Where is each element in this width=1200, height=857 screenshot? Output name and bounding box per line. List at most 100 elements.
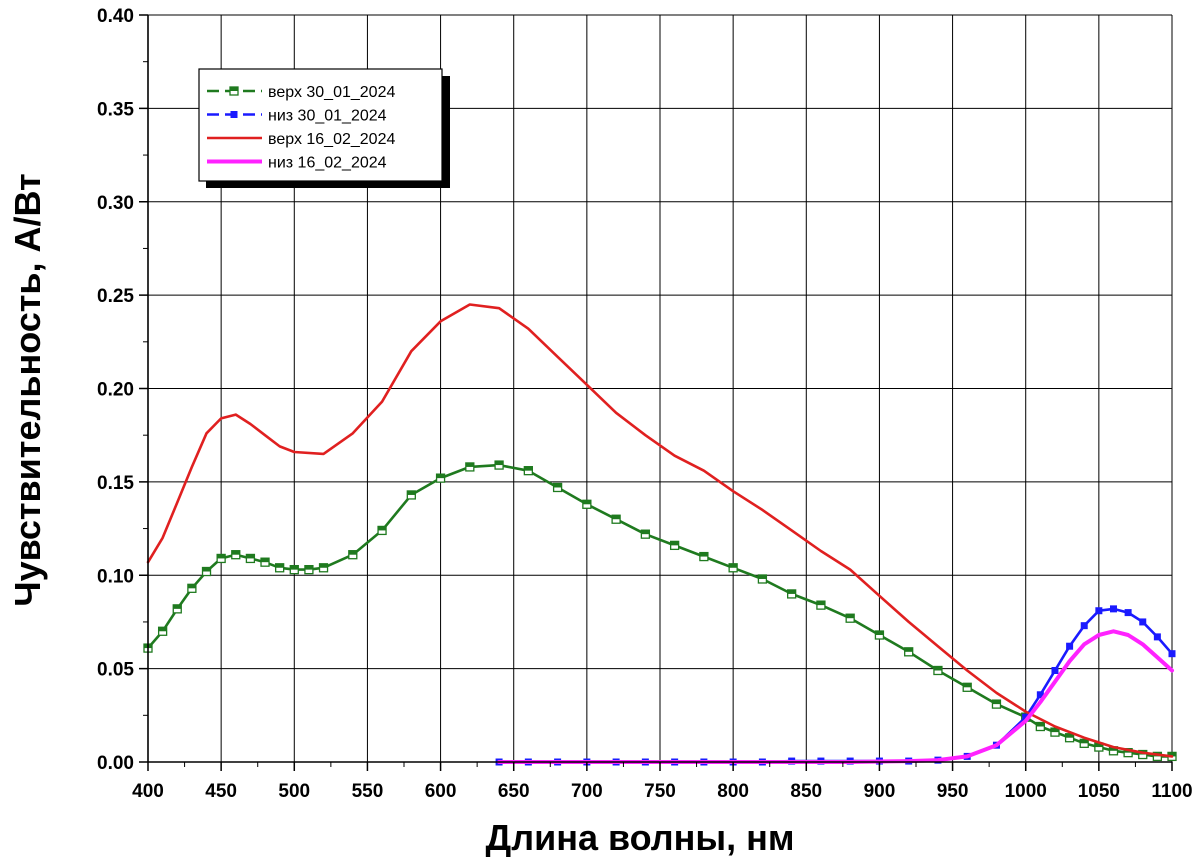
data-point-marker-fill xyxy=(816,601,825,606)
data-point-marker-fill xyxy=(261,558,270,563)
data-point-marker xyxy=(1168,650,1176,658)
x-tick-label: 850 xyxy=(790,781,822,802)
data-point-marker xyxy=(1036,691,1044,699)
data-point-marker-fill xyxy=(612,515,621,520)
data-point-marker-fill xyxy=(187,584,196,589)
legend-entry-4: низ 16_02_2024 xyxy=(207,155,387,172)
data-point-marker-fill xyxy=(553,483,562,488)
data-point-marker-fill xyxy=(758,574,767,579)
x-tick-label: 500 xyxy=(278,781,310,802)
x-tick-label: 1100 xyxy=(1151,781,1192,802)
data-point-marker-fill xyxy=(670,541,679,546)
data-point-marker-fill xyxy=(1094,743,1103,748)
data-point-marker-fill xyxy=(1050,728,1059,733)
data-point-marker-fill xyxy=(378,526,387,531)
data-point-marker xyxy=(1095,607,1103,615)
data-point-marker xyxy=(1066,642,1074,650)
x-tick-label: 450 xyxy=(205,781,237,802)
series-line xyxy=(497,629,1174,764)
x-tick-label: 650 xyxy=(498,781,530,802)
data-point-marker-fill xyxy=(904,647,913,652)
legend-swatch-marker xyxy=(230,111,238,118)
x-tick-label: 550 xyxy=(352,781,384,802)
data-point-marker xyxy=(1051,666,1059,674)
y-tick-label: 0.20 xyxy=(97,380,134,401)
data-point-marker-fill xyxy=(290,565,299,570)
legend-entry-1: верх 30_01_2024 xyxy=(207,84,395,101)
data-point-marker-fill xyxy=(699,552,708,557)
data-point-marker-fill xyxy=(582,500,591,505)
data-point-marker xyxy=(1124,609,1132,617)
data-point-marker-fill xyxy=(1036,722,1045,727)
x-tick-label: 800 xyxy=(717,781,749,802)
x-tick-label: 900 xyxy=(864,781,896,802)
x-axis-title: Длина волны, нм xyxy=(486,817,795,857)
x-tick-label: 700 xyxy=(571,781,603,802)
data-point-marker-fill xyxy=(729,563,738,568)
data-point-marker xyxy=(1109,605,1117,613)
data-point-marker-fill xyxy=(846,614,855,619)
series-group-4 xyxy=(497,629,1174,764)
data-point-marker-fill xyxy=(158,627,167,632)
data-point-marker xyxy=(1022,713,1030,721)
data-point-marker-fill xyxy=(1109,746,1118,751)
legend-label: верх 30_01_2024 xyxy=(268,84,395,101)
data-point-marker-fill xyxy=(173,604,182,609)
data-point-marker xyxy=(1080,622,1088,630)
data-point-marker xyxy=(1153,633,1161,641)
data-point-marker-fill xyxy=(1168,752,1176,757)
x-tick-label: 1000 xyxy=(1005,781,1047,802)
data-point-marker-fill xyxy=(465,462,474,467)
legend-entries: верх 30_01_2024 низ 30_01_2024 верх 16_02_… xyxy=(207,84,395,172)
y-tick-label: 0.05 xyxy=(97,660,134,681)
y-tick-label: 0.35 xyxy=(97,99,134,120)
legend-label: низ 16_02_2024 xyxy=(268,155,387,172)
legend-swatch-marker-fill xyxy=(230,87,238,91)
legend: верх 30_01_2024 низ 30_01_2024 верх 16_02_… xyxy=(198,68,450,188)
y-tick-label: 0.30 xyxy=(97,193,134,214)
data-point-marker-fill xyxy=(641,530,650,535)
data-point-marker-fill xyxy=(1065,733,1074,738)
grid xyxy=(147,14,1173,763)
x-tick-label: 950 xyxy=(937,781,969,802)
data-point-marker-fill xyxy=(202,567,211,572)
x-tick-label: 400 xyxy=(132,781,164,802)
y-tick-label: 0.00 xyxy=(97,753,134,774)
legend-label: верх 16_02_2024 xyxy=(268,131,395,148)
data-point-marker-fill xyxy=(787,589,796,594)
data-point-marker xyxy=(1139,618,1147,626)
legend-entry-2: низ 30_01_2024 xyxy=(207,108,387,125)
data-point-marker-fill xyxy=(407,490,416,495)
data-point-marker-fill xyxy=(231,550,240,555)
data-point-marker-fill xyxy=(933,666,942,671)
x-tick-label: 1050 xyxy=(1078,781,1120,802)
y-axis-title: Чувствительность, А/Вт xyxy=(7,173,48,606)
data-point-marker-fill xyxy=(217,554,226,559)
series-group-3 xyxy=(146,303,1174,758)
y-tick-label: 0.40 xyxy=(97,6,134,27)
axes xyxy=(139,14,1173,771)
data-point-marker-fill xyxy=(495,461,504,466)
x-tick-label: 600 xyxy=(425,781,457,802)
y-tick-label: 0.25 xyxy=(97,286,134,307)
data-point-marker-fill xyxy=(304,565,313,570)
data-point-marker-fill xyxy=(963,683,972,688)
data-point-marker-fill xyxy=(1080,739,1089,744)
data-point-marker-fill xyxy=(436,474,445,479)
data-point-marker-fill xyxy=(319,563,328,568)
y-tick-label: 0.15 xyxy=(97,473,134,494)
data-point-marker-fill xyxy=(348,550,357,555)
legend-entry-3: верх 16_02_2024 xyxy=(207,131,395,148)
data-point-marker-fill xyxy=(875,631,884,636)
data-point-marker-fill xyxy=(275,563,284,568)
data-point-marker-fill xyxy=(524,466,533,471)
y-tick-label: 0.10 xyxy=(97,566,134,587)
tick-labels: 400 450 500 550 600 650 700 750 800 850 900 950 1000… xyxy=(97,6,1193,802)
series-group-1 xyxy=(143,460,1177,762)
x-tick-label: 750 xyxy=(644,781,676,802)
legend-label: низ 30_01_2024 xyxy=(268,108,387,125)
series-line xyxy=(146,303,1174,758)
data-point-marker-fill xyxy=(992,700,1001,705)
